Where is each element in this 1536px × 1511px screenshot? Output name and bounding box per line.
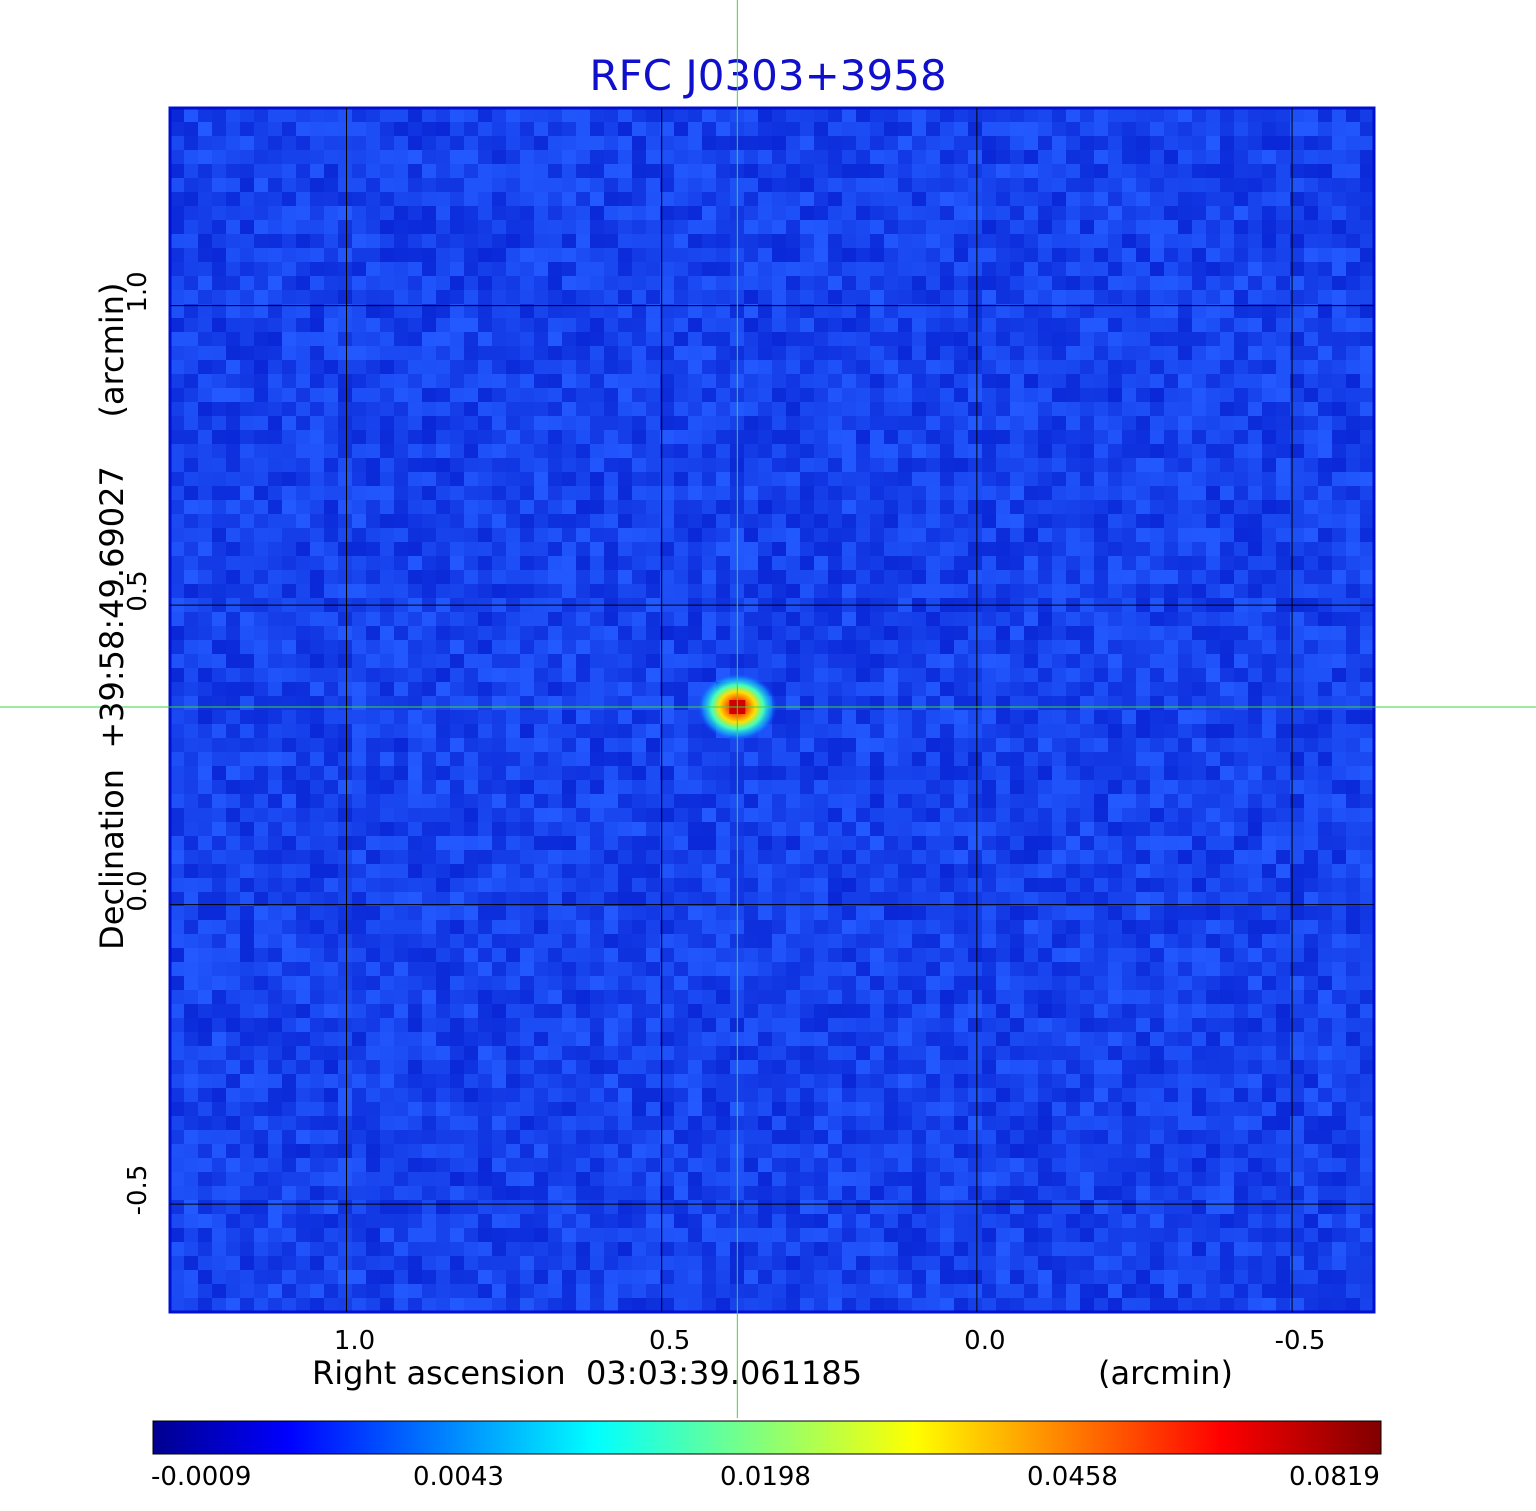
y-tick-label: 0.5 — [123, 570, 153, 612]
y-tick-label: 1.0 — [123, 270, 153, 313]
x-tick-label: -0.5 — [1274, 1326, 1326, 1356]
colorbar-gradient — [152, 1420, 1382, 1455]
x-tick-label: 0.5 — [648, 1326, 691, 1356]
y-tick-label: -0.5 — [123, 1164, 153, 1216]
x-tick-label: 1.0 — [333, 1326, 376, 1356]
colorbar-tick-label: 0.0043 — [413, 1462, 504, 1492]
x-axis-label: Right ascension 03:03:39.061185 — [312, 1354, 863, 1392]
colorbar — [152, 1420, 1382, 1455]
colorbar-tick-label: 0.0458 — [1027, 1462, 1118, 1492]
colorbar-tick-label: -0.0009 — [151, 1462, 252, 1492]
colorbar-tick-label: 0.0819 — [1289, 1462, 1380, 1492]
plot-frame — [168, 106, 1376, 1314]
chart-title: RFC J0303+3958 — [589, 51, 947, 100]
coordinate-grid — [170, 108, 1374, 1312]
colorbar-tick-label: 0.0198 — [720, 1462, 811, 1492]
x-tick-label: 0.0 — [964, 1326, 1006, 1356]
y-tick-label: 0.0 — [123, 869, 153, 912]
x-axis-unit: (arcmin) — [1098, 1354, 1233, 1392]
crosshair — [0, 0, 1536, 1418]
